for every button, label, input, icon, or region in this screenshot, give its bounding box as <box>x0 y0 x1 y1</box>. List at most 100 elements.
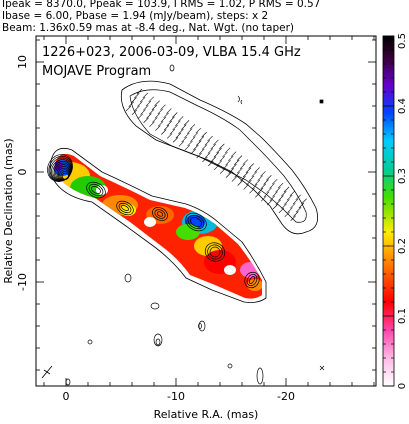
program-label: MOJAVE Program <box>42 64 151 79</box>
polarization-vector <box>160 104 166 110</box>
polarization-vector <box>198 136 205 142</box>
polarization-vector <box>257 175 263 181</box>
polarization-vector <box>146 113 152 119</box>
polarization-vector <box>261 195 267 202</box>
polarization-vector <box>201 144 208 150</box>
polarization-vector <box>195 127 202 134</box>
colorbar-tick-label: 0.1 <box>397 308 408 324</box>
polarization-vector <box>172 137 179 143</box>
map-title: 1226+023, 2006-03-09, VLBA 15.4 GHz <box>42 45 301 60</box>
polarization-vector <box>210 143 216 150</box>
polarization-vector <box>219 143 225 150</box>
polarization-vector <box>154 112 161 119</box>
polarization-vector <box>161 129 167 135</box>
polarization-vector <box>251 171 258 177</box>
polarization-vector <box>140 109 146 115</box>
polarization-vector <box>277 182 284 189</box>
polarization-vector <box>237 167 243 174</box>
knot-contour <box>118 202 132 214</box>
polarization-vector <box>230 151 237 157</box>
polarization-vector <box>201 131 207 138</box>
polarization-vector <box>283 186 290 193</box>
polarization-vector <box>183 120 190 126</box>
polarization-vector <box>281 191 287 197</box>
polarization-vector <box>263 179 269 185</box>
polarization-vector <box>242 159 249 165</box>
polarization-vector <box>272 191 278 197</box>
knot-contour <box>88 183 104 197</box>
polarization-vector <box>195 140 202 146</box>
polarization-vector <box>131 97 137 103</box>
colorbar-tick-label: 0.4 <box>397 98 408 114</box>
polarization-vector <box>213 139 219 146</box>
polarization-vector <box>254 179 261 186</box>
polarization-vector <box>139 96 146 103</box>
polarization-vector <box>240 176 246 182</box>
knot-contour <box>154 209 166 219</box>
polarization-vector <box>134 93 140 99</box>
polarization-vector <box>275 187 281 193</box>
polarization-vector <box>178 141 185 147</box>
polarization-vector <box>125 105 132 112</box>
polarization-vector <box>239 163 246 170</box>
header-beam-line: Beam: 1.36x0.59 mas at -8.4 deg., Nat. W… <box>2 22 295 34</box>
polarization-vector <box>172 112 178 118</box>
polarization-vector <box>136 88 143 95</box>
polarization-vector <box>219 156 225 162</box>
polarization-vector <box>278 207 285 214</box>
polarization-vector <box>284 211 290 218</box>
polarization-vector <box>269 183 275 189</box>
polarization-vector <box>275 199 281 205</box>
polarization-vector <box>243 184 249 190</box>
polarization-vector <box>155 125 161 131</box>
polarization-vector <box>207 135 213 142</box>
polarization-vector <box>166 120 172 127</box>
polarization-vector <box>225 160 231 166</box>
polarization-vector <box>290 203 296 209</box>
polarization-vector <box>199 148 205 155</box>
polarization-vector <box>243 171 249 178</box>
polarization-vector <box>286 194 293 201</box>
polarization-vector <box>148 96 154 103</box>
upper-jet-inner-contour <box>129 89 307 223</box>
polarization-vector <box>190 136 196 142</box>
polarization-vector <box>204 152 211 158</box>
knot-contour <box>190 217 202 227</box>
polarization-vector <box>190 148 196 155</box>
polarization-vector <box>189 124 196 130</box>
polarization-vector <box>222 151 228 158</box>
polarization-vector <box>172 124 178 131</box>
polarization-vector <box>163 125 170 131</box>
polarization-vector <box>196 152 202 159</box>
polarization-hatching <box>125 88 307 221</box>
knot-contour <box>116 200 134 216</box>
polarization-vector <box>216 147 222 154</box>
x-tick-label: -10 <box>167 390 185 403</box>
polarization-vector <box>160 116 167 123</box>
y-tick-label: -10 <box>16 273 29 291</box>
polarization-vector <box>249 188 255 194</box>
restoring-beam <box>41 365 53 379</box>
polarization-vector <box>187 140 193 147</box>
polarization-vector <box>169 128 176 135</box>
polarization-vector <box>137 101 143 107</box>
polarization-vector <box>234 172 240 178</box>
colorbar <box>382 35 395 387</box>
polarization-vector <box>178 128 184 135</box>
polarization-vector <box>225 172 232 178</box>
colorbar-tick-label: 0.5 <box>397 33 408 49</box>
knot-contour <box>249 276 255 284</box>
knot-contour <box>246 273 258 287</box>
lower-jet-outer-contour <box>49 147 267 303</box>
polarization-vector <box>207 148 214 154</box>
knot-contour <box>121 205 129 211</box>
polarization-vector <box>252 183 258 190</box>
polarization-vector <box>210 156 217 162</box>
polarization-vector <box>137 113 143 120</box>
polarization-vector <box>131 109 138 116</box>
polarization-vector <box>186 128 193 134</box>
polarization-vector <box>224 147 231 154</box>
polarization-vector <box>204 140 211 146</box>
colorbar-tick-label: 0.3 <box>397 168 408 184</box>
